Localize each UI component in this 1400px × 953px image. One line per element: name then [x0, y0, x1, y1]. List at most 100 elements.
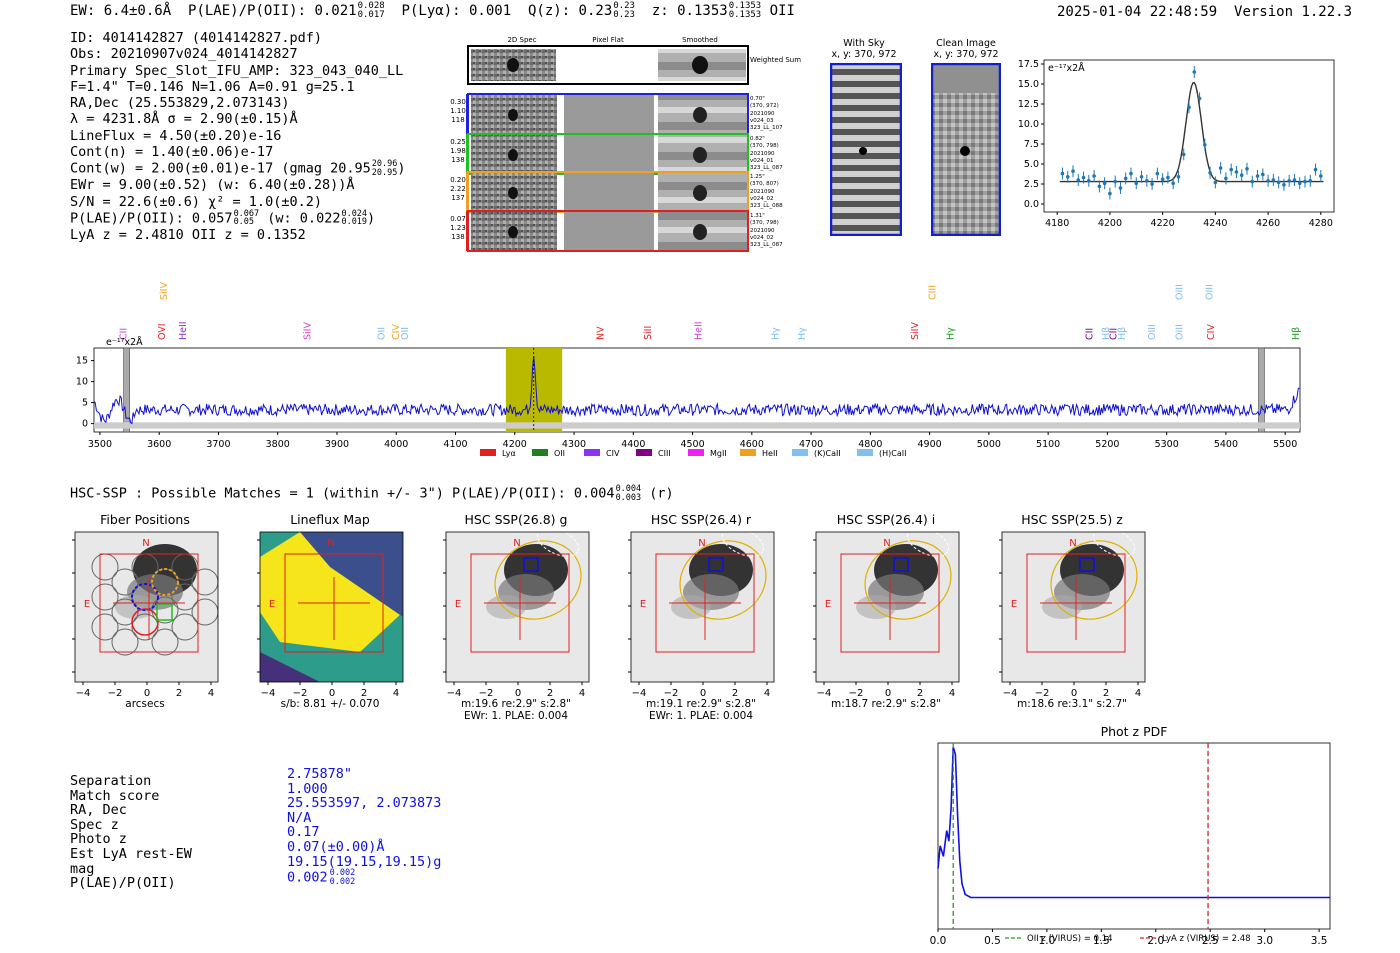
spectrum-legend-swatch — [688, 449, 704, 456]
spectrum-line-label: CIV — [1206, 324, 1217, 340]
spectrum-legend-swatch — [480, 449, 496, 456]
spectrum-legend-label: (K)CaII — [814, 449, 841, 458]
cutout-2dspec-source — [508, 109, 518, 121]
cutout-row-v1: 0.25 — [450, 138, 466, 146]
fiber-circle — [151, 628, 179, 656]
timestamp: 2025-01-04 22:48:59 — [1057, 4, 1218, 20]
hsc-header-text: HSC-SSP : Possible Matches = 1 (within +… — [70, 485, 615, 502]
hsc-xtick-label: 0 — [885, 688, 891, 699]
cutout-pixel-flat — [564, 95, 654, 133]
match-label: Est LyA rest-EW — [70, 845, 192, 862]
spectrum-line-label: SiIV — [910, 322, 921, 340]
cutout-row-dist: 0.82" — [750, 136, 765, 142]
hsc-aperture-ellipse — [679, 540, 767, 620]
hsc-panel: HSC SSP(26.4) rNE−44−22002−24−4m:19.1 re… — [626, 512, 776, 722]
hsc-galaxy-tail — [856, 595, 896, 619]
spectrum-xtick-label: 5100 — [1036, 439, 1060, 450]
hsc-xtick-label: 0 — [700, 688, 706, 699]
col-title-pixel-flat: Pixel Flat — [592, 36, 624, 44]
hsc-panel-caption: s/b: 8.81 +/- 0.070 — [280, 698, 380, 710]
spectrum-line — [93, 356, 1300, 425]
info-contw: Cont(w) = 2.00(±0.01)e-17 (gmag 20.9520.… — [70, 159, 406, 178]
east-label: E — [825, 599, 831, 610]
pz-xtick-label: 0.5 — [984, 935, 1001, 947]
hsc-xtick-label: 4 — [208, 688, 214, 699]
cutout-2dspec-source — [508, 226, 518, 238]
spectrum-xtick-label: 4600 — [740, 439, 764, 450]
pz-xtick-label: 0.0 — [930, 935, 947, 947]
cutout-row-marker — [466, 211, 469, 251]
north-label: N — [513, 538, 520, 549]
clean-image — [931, 63, 1001, 236]
fiber-circle — [111, 568, 139, 596]
hsc-xtick-label: 0 — [1071, 688, 1077, 699]
cutout-pixel-flat — [564, 135, 654, 173]
cutout-row-marker — [466, 94, 469, 134]
header-ew: EW: 6.4±0.6Å — [70, 3, 172, 19]
cutout-smoothed-source — [693, 224, 707, 240]
fit-data-point — [1255, 174, 1260, 178]
match-label: P(LAE)/P(OII) — [70, 875, 176, 892]
hsc-xtick-label: 4 — [393, 688, 399, 699]
fit-data-point — [1319, 174, 1323, 178]
with-sky-image — [830, 63, 902, 236]
fit-ytick-label: 15.0 — [1018, 79, 1039, 90]
info-contw-sup: 20.96 — [371, 159, 398, 170]
sky-band — [832, 117, 900, 123]
spectrum-legend-label: HeII — [762, 449, 778, 458]
fit-data-point — [1113, 179, 1117, 184]
weighted-sum-label: Weighted Sum — [750, 56, 801, 64]
cutout-2dspec-source — [508, 187, 518, 199]
cutout-row-v1: 0.07 — [450, 215, 466, 223]
sky-band — [832, 81, 900, 87]
spectrum-line-label: SiIV — [302, 322, 313, 340]
info-plae-w: (w: 0.022 — [267, 210, 341, 227]
fit-data-point — [1118, 186, 1123, 190]
weighted-sum-row: Weighted Sum — [467, 45, 801, 85]
hsc-panel-title: HSC SSP(26.8) g — [464, 512, 568, 527]
header-bar: EW: 6.4±0.6Å P(LAE)/P(OII): 0.0210.028 0.… — [70, 2, 795, 20]
col-title-smoothed: Smoothed — [682, 36, 718, 44]
hsc-aperture-ellipse — [494, 540, 582, 620]
info-obs: Obs: 20210907v024_4014142827 — [70, 46, 298, 63]
header-qz-sub: 0.23 — [613, 10, 635, 20]
north-label: N — [142, 538, 149, 549]
detection-info: ID: 4014142827 (4014142827.pdf) Obs: 202… — [70, 30, 405, 243]
spectrum-xtick-label: 4300 — [562, 439, 586, 450]
fiber-blue — [131, 583, 159, 611]
fit-data-point — [1076, 178, 1081, 182]
info-plae-w-sup: 0.024 — [341, 208, 368, 219]
fit-xtick-label: 4280 — [1309, 218, 1333, 229]
fit-ytick-label: 17.5 — [1018, 59, 1039, 70]
cutout-row-v1: 0.30 — [450, 98, 466, 106]
hsc-xtick-label: 2 — [732, 688, 738, 699]
fit-data-point — [1060, 171, 1065, 176]
match-plae-sub: 0.002 — [329, 876, 356, 887]
spectrum-line-label: OIII — [1175, 284, 1186, 300]
fit-data-point — [1108, 191, 1112, 196]
line-fit-frame — [1043, 59, 1335, 213]
hsc-panel-caption-2: EWr: 1. PLAE: 0.004 — [648, 710, 754, 722]
hsc-panel-image: NE−44−22002−24−4 — [257, 531, 404, 699]
hsc-panel-caption: arcsecs — [125, 698, 165, 710]
match-label: Match score — [70, 787, 160, 804]
fiber-orange — [151, 568, 179, 596]
fit-data-point — [1266, 179, 1270, 183]
version: Version 1.22.3 — [1234, 4, 1353, 20]
cutout-row-v3: 138 — [451, 156, 464, 164]
hsc-xtick-label: 4 — [764, 688, 770, 699]
spectrum-xtick-label: 4800 — [858, 439, 882, 450]
spectrum-legend-swatch — [792, 449, 808, 456]
sky-band — [832, 165, 900, 171]
fit-data-point — [1276, 180, 1281, 185]
east-label: E — [1011, 599, 1017, 610]
col-title-2dspec: 2D Spec — [507, 36, 536, 44]
fiber-circle — [91, 613, 119, 641]
sky-band — [832, 213, 900, 219]
spectrum-xtick-label: 3800 — [266, 439, 290, 450]
cutout-smoothed-source — [693, 185, 707, 201]
